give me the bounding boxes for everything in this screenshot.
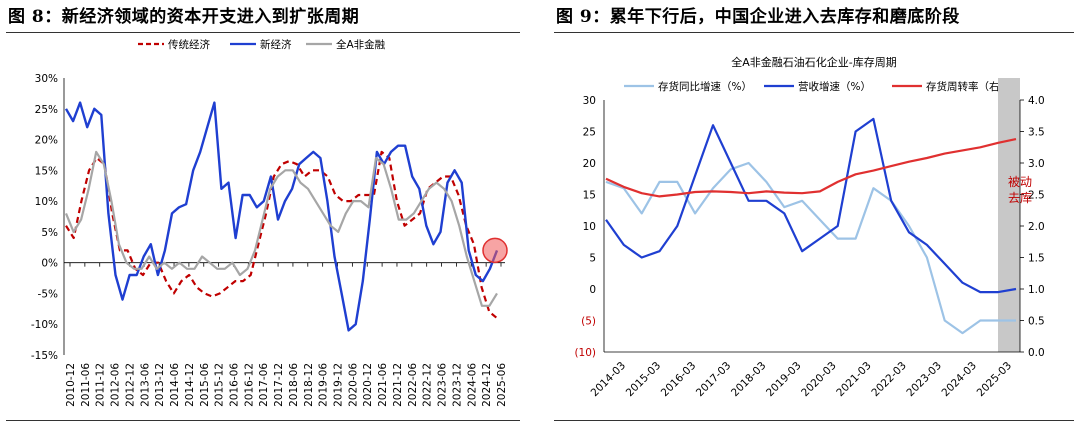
x-tick-label: 2014-06 (169, 363, 181, 407)
x-tick-label: 2013-06 (139, 363, 151, 407)
legend-label-1: 传统经济 (168, 38, 210, 51)
x-tick-label: 2017-12 (273, 363, 285, 407)
x-tick-label: 2018-06 (288, 363, 300, 407)
legend-label-2: 新经济 (260, 38, 292, 51)
legend-label-3: 存货周转率（右） (926, 80, 1010, 93)
x-tick-label: 2013-12 (154, 363, 166, 407)
x-tick-label: 2022-12 (422, 363, 434, 407)
x-tick-label: 2020-03 (799, 360, 839, 400)
inventory-turnover-line (605, 138, 1017, 198)
left-y-tick-label: 20 (583, 158, 596, 170)
x-tick-label: 2022-03 (869, 360, 909, 400)
left-y-tick-label: 25 (583, 127, 596, 139)
figure-9-top-rule (554, 32, 1074, 33)
x-tick-label: 2020-06 (347, 363, 359, 407)
x-tick-label: 2023-06 (437, 363, 449, 407)
left-y-tick-label: 15 (583, 190, 596, 202)
figure-9-panel: 图 9：累年下行后，中国企业进入去库存和磨底阶段 全A非金融石油石化企业-库存周… (548, 0, 1080, 426)
right-y-tick-label: 1.0 (1028, 284, 1045, 296)
x-tick-label: 2019-06 (318, 363, 330, 407)
right-y-tick-label: 3.5 (1028, 127, 1045, 139)
left-y-tick-label: (5) (581, 316, 596, 328)
x-tick-label: 2015-12 (214, 363, 226, 407)
figure-9-bottom-rule (554, 420, 1074, 421)
figure-8-top-rule (6, 32, 520, 33)
all-a-nonfinancial-line (64, 150, 498, 307)
y-tick-label: 5% (41, 227, 58, 239)
passive-destock-shade (998, 78, 1020, 352)
x-tick-label: 2024-12 (481, 363, 493, 407)
x-tick-label: 2025-03 (975, 360, 1015, 400)
x-tick-label: 2011-12 (95, 363, 107, 407)
x-tick-label: 2024-03 (940, 360, 980, 400)
x-tick-label: 2016-12 (243, 363, 255, 407)
figure-8-title: 图 8：新经济领域的资本开支进入到扩张周期 (8, 7, 360, 27)
left-y-tick-label: 10 (583, 221, 596, 233)
x-tick-label: 2021-03 (834, 360, 874, 400)
y-tick-label: 10% (35, 196, 58, 208)
x-tick-label: 2019-12 (333, 363, 345, 407)
right-y-tick-label: 3.0 (1028, 158, 1045, 170)
left-y-tick-label: (10) (574, 347, 596, 359)
figure-8-chart: 传统经济 新经济 全A非金融 30% 25% 20% 15% 10% 5% 0% -5% -10% -1… (31, 38, 508, 407)
x-tick-label: 2022-06 (407, 363, 419, 407)
y-tick-label: 15% (35, 165, 58, 177)
x-tick-label: 2015-06 (199, 363, 211, 407)
x-tick-label: 2023-03 (904, 360, 944, 400)
annotation-line-2: 去库 (1008, 190, 1032, 205)
y-tick-label: -5% (38, 288, 58, 300)
left-y-tick-label: 0 (589, 284, 596, 296)
x-tick-label: 2011-06 (80, 363, 92, 407)
x-tick-label: 2018-12 (303, 363, 315, 407)
x-tick-label: 2025-06 (496, 363, 508, 407)
x-tick-label: 2014-12 (184, 363, 196, 407)
right-y-tick-label: 4.0 (1028, 95, 1045, 107)
right-y-tick-label: 2.0 (1028, 221, 1045, 233)
x-tick-label: 2020-12 (362, 363, 374, 407)
x-tick-label: 2016-03 (659, 360, 699, 400)
x-tick-label: 2021-06 (377, 363, 389, 407)
y-tick-label: 25% (35, 104, 58, 116)
x-tick-label: 2021-12 (392, 363, 404, 407)
left-y-tick-label: 5 (589, 253, 596, 265)
right-y-tick-label: 1.5 (1028, 253, 1045, 265)
x-tick-label: 2016-06 (228, 363, 240, 407)
x-tick-label: 2018-03 (729, 360, 769, 400)
y-tick-label: -10% (31, 319, 58, 331)
right-y-tick-label: 0.5 (1028, 316, 1045, 328)
y-tick-label: 0% (41, 258, 58, 270)
x-tick-label: 2019-03 (764, 360, 804, 400)
legend-label-3: 全A非金融 (336, 38, 386, 51)
x-tick-label: 2017-03 (694, 360, 734, 400)
x-tick-label: 2015-03 (624, 360, 664, 400)
figure-8-bottom-rule (6, 420, 520, 421)
x-tick-label: 2012-06 (110, 363, 122, 407)
traditional-economy-line (65, 150, 498, 319)
x-tick-label: 2010-12 (65, 363, 77, 407)
legend-label-1: 存货同比增速（%） (658, 80, 752, 93)
left-y-tick-label: 30 (583, 95, 596, 107)
x-tick-label: 2014-03 (589, 360, 629, 400)
x-tick-label: 2017-06 (258, 363, 270, 407)
x-tick-label: 2012-12 (124, 363, 136, 407)
figure-9-title: 图 9：累年下行后，中国企业进入去库存和磨底阶段 (556, 7, 960, 27)
inventory-growth-line (605, 161, 1016, 335)
chart-title: 全A非金融石油石化企业-库存周期 (731, 55, 897, 69)
highlight-circle (482, 237, 508, 264)
y-tick-label: 20% (35, 135, 58, 147)
figure-8-panel: 图 8：新经济领域的资本开支进入到扩张周期 传统经济 新经济 全A非金融 30% 25%… (0, 0, 526, 426)
y-tick-label: 30% (35, 73, 58, 85)
new-economy-line (64, 101, 499, 332)
legend-label-2: 营收增速（%） (798, 80, 871, 93)
x-tick-label: 2023-12 (451, 363, 463, 407)
revenue-growth-line (605, 117, 1017, 294)
annotation-line-1: 被动 (1008, 175, 1032, 189)
right-y-tick-label: 0.0 (1028, 347, 1045, 359)
x-tick-label: 2024-06 (466, 363, 478, 407)
right-y-tick-label: 2.5 (1028, 190, 1045, 202)
y-tick-label: -15% (31, 350, 58, 362)
